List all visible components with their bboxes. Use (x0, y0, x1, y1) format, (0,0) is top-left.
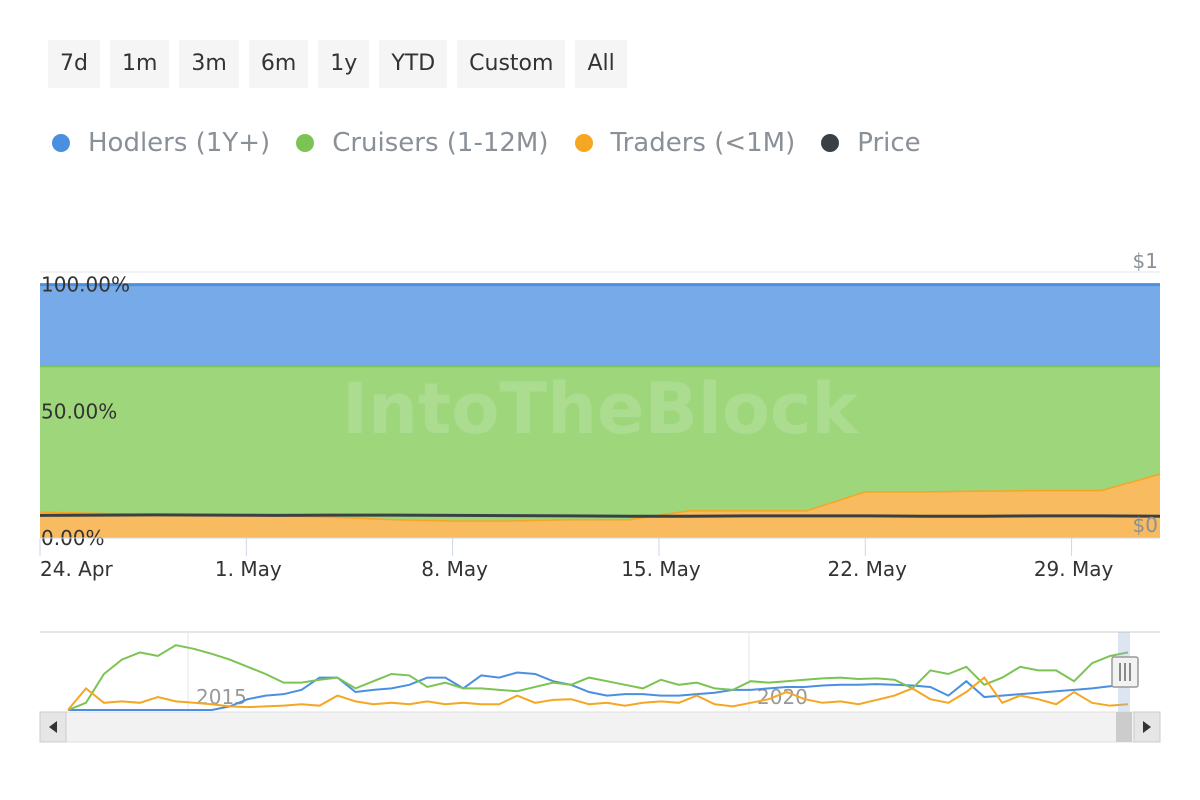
legend-item[interactable]: Hodlers (1Y+) (52, 128, 270, 158)
x-tick-label: 1. May (215, 557, 282, 581)
legend: Hodlers (1Y+) Cruisers (1-12M) Traders (<1… (52, 128, 947, 158)
legend-label: Traders (<1M) (610, 128, 796, 158)
scroll-right-button[interactable] (1133, 711, 1161, 743)
navigator-series-traders (67, 676, 1129, 711)
x-tick-label: 24. Apr (40, 557, 114, 581)
price-line (39, 513, 1161, 518)
y-tick-label: 50.00% (41, 399, 117, 423)
legend-dot-icon (296, 134, 315, 152)
range-button-6m[interactable]: 6m (248, 40, 309, 88)
x-tick-label: 15. May (621, 557, 701, 581)
legend-item[interactable]: Traders (<1M) (574, 128, 796, 158)
watermark: IntoTheBlock (342, 368, 859, 450)
legend-label: Hodlers (1Y+) (88, 128, 271, 158)
navigator: 2015 2020 (39, 631, 1161, 743)
legend-dot-icon (821, 134, 840, 152)
range-button-all[interactable]: All (575, 40, 627, 88)
range-selector: 7d 1m 3m 6m 1y YTD Custom All (48, 40, 627, 88)
range-button-3m[interactable]: 3m (179, 40, 239, 88)
range-button-7d[interactable]: 7d (48, 40, 100, 88)
chevron-right-icon (1143, 721, 1151, 733)
x-tick-label: 8. May (421, 557, 488, 581)
main-plot: IntoTheBlock (39, 283, 1161, 538)
chevron-left-icon (49, 721, 57, 733)
legend-item[interactable]: Price (821, 128, 921, 158)
legend-label: Cruisers (1-12M) (332, 128, 549, 158)
y-tick-label: 100.00% (41, 273, 130, 297)
scrollbar-track[interactable] (39, 711, 1161, 743)
legend-dot-icon (574, 134, 593, 152)
scrollbar-thumb[interactable] (1116, 712, 1132, 742)
scroll-left-button[interactable] (39, 711, 67, 743)
x-tick-label: 29. May (1034, 557, 1114, 581)
range-button-ytd[interactable]: YTD (379, 40, 448, 88)
area-hodlers (40, 284, 1160, 366)
y-right-tick-label: $0 (1133, 513, 1158, 537)
y-right-tick-label: $1 (1133, 249, 1158, 273)
range-button-custom[interactable]: Custom (457, 40, 566, 88)
legend-item[interactable]: Cruisers (1-12M) (296, 128, 549, 158)
range-button-1m[interactable]: 1m (109, 40, 170, 88)
navigator-series-cruisers (67, 644, 1129, 711)
navigator-series-hodlers (68, 671, 1129, 711)
area-cruisers (40, 365, 1160, 521)
legend-label: Price (857, 128, 921, 158)
x-tick-label: 22. May (828, 557, 908, 581)
main-axes: 100.00%50.00%0.00%$1$024. Apr 1. May 8. Ma… (39, 249, 1160, 581)
legend-dot-icon (52, 134, 70, 152)
range-button-1y[interactable]: 1y (318, 40, 370, 88)
area-traders (40, 473, 1160, 538)
navigator-handle[interactable] (1111, 656, 1139, 688)
